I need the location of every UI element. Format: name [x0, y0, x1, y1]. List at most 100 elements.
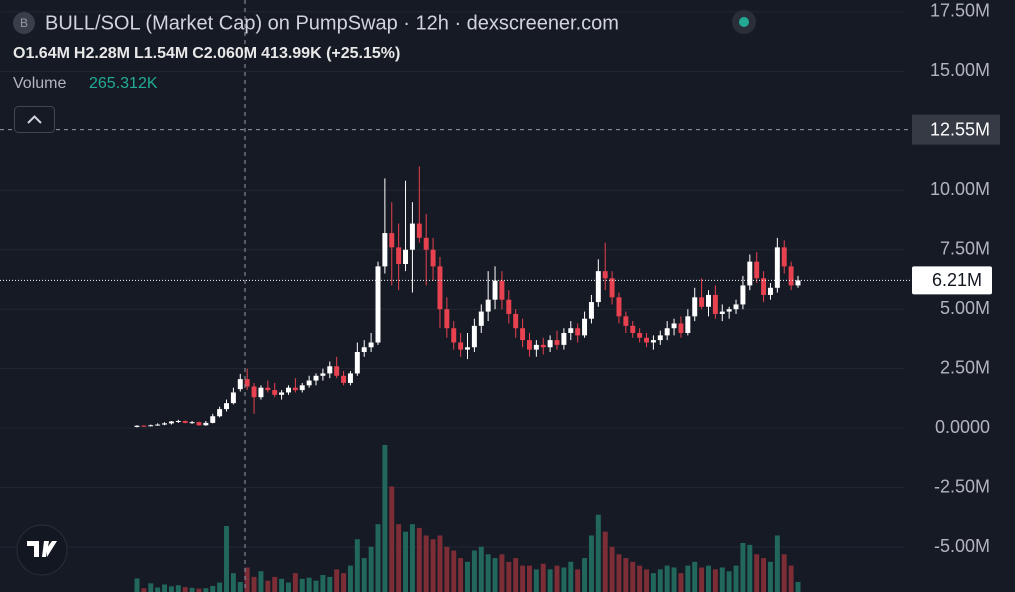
symbol-icon-letter: B [20, 16, 28, 30]
candle-body [726, 309, 732, 312]
candle-body [368, 342, 374, 348]
candle-body [217, 409, 223, 417]
candle-body [630, 325, 636, 333]
volume-bar [774, 535, 780, 592]
volume-bar [492, 558, 498, 592]
ohlc-value: 1.64M [25, 45, 69, 62]
volume-bar [712, 569, 718, 592]
candle-body [347, 373, 353, 383]
candle-body [506, 299, 512, 314]
candle-body [141, 425, 147, 427]
volume-bar [795, 582, 801, 592]
candle-body [513, 313, 519, 329]
candle-body [781, 247, 787, 267]
volume-bar [403, 531, 409, 592]
ohlc-key: H [74, 45, 86, 62]
volume-bar [499, 554, 505, 592]
candle-body [671, 323, 677, 329]
volume-bar [754, 554, 760, 592]
candle-body [334, 366, 340, 376]
candle-body [657, 335, 663, 341]
volume-bar [485, 554, 491, 592]
volume-bar [644, 569, 649, 592]
crosshair-label: 12.55M [930, 119, 990, 139]
candle-body [740, 285, 746, 305]
candle-body [761, 278, 767, 295]
symbol-icon [13, 12, 35, 34]
volume-bar [230, 573, 236, 592]
volume-bar [575, 569, 581, 592]
candle-body [244, 379, 250, 387]
volume-bar [368, 546, 374, 592]
candle-body [320, 373, 326, 376]
candle-body [354, 352, 360, 374]
ohlc-legend: O1.64M H2.28M L1.54M C2.060M 413.99K (+25.15… [13, 45, 400, 62]
volume-bar [533, 569, 539, 592]
candle-body [478, 311, 484, 326]
volume-bar [210, 585, 216, 592]
candle-body [451, 328, 457, 343]
volume-bar [320, 575, 326, 592]
volume-bar [341, 573, 347, 592]
candle-body [306, 380, 312, 386]
candle-body [189, 422, 195, 424]
candle-body [444, 309, 450, 329]
volume-bar [430, 539, 436, 592]
candle-body [733, 304, 739, 310]
candle-body [533, 344, 539, 350]
y-tick-label: 15.00M [930, 60, 990, 80]
volume-bar [375, 524, 381, 592]
collapse-button[interactable] [14, 106, 55, 133]
volume-bar [224, 526, 229, 592]
volume-bar [409, 524, 415, 592]
candle-body [547, 340, 553, 348]
volume-bar [244, 567, 250, 592]
volume-bar [582, 558, 588, 592]
volume-bar [781, 554, 787, 592]
ohlc-key: O [13, 45, 25, 62]
candle-body [265, 387, 271, 391]
volume-bar [623, 558, 629, 592]
candle-body [430, 249, 436, 267]
candle-body [650, 340, 656, 343]
logo-badge[interactable] [16, 524, 68, 576]
candle-body [210, 416, 216, 423]
candle-body [382, 233, 388, 267]
candle-body [375, 266, 381, 343]
candle-body [747, 261, 753, 286]
candle-body [602, 271, 608, 279]
volume-bar [506, 561, 512, 592]
volume-bar [272, 576, 278, 592]
candle-body [327, 366, 333, 374]
volume-bar [767, 561, 773, 592]
candle-body [623, 316, 629, 326]
ohlc-value: 2.060M [204, 45, 257, 62]
candle-body [224, 403, 229, 410]
candle-body [134, 425, 140, 427]
candle-body [788, 266, 794, 286]
volume-bar [650, 573, 656, 592]
candle-body [423, 237, 429, 250]
volume-bar [595, 514, 601, 592]
volume-bar [788, 565, 794, 592]
volume-bar [719, 567, 725, 592]
volume-bar [664, 565, 670, 592]
candle-body [272, 390, 278, 395]
volume-bar [568, 561, 574, 592]
volume-bar [251, 576, 257, 592]
volume-bar [685, 565, 691, 592]
candle-body [685, 316, 691, 333]
volume-bar [361, 558, 367, 592]
volume-bar [602, 531, 608, 592]
candle-body [465, 347, 470, 350]
volume-bar [162, 584, 168, 592]
volume-bar [347, 565, 353, 592]
ohlc-value: 2.28M [85, 45, 129, 62]
candle-body [568, 328, 574, 333]
volume-bar [678, 573, 684, 592]
volume-bar [657, 569, 663, 592]
candle-body [588, 302, 594, 319]
volume-bar [726, 571, 732, 592]
